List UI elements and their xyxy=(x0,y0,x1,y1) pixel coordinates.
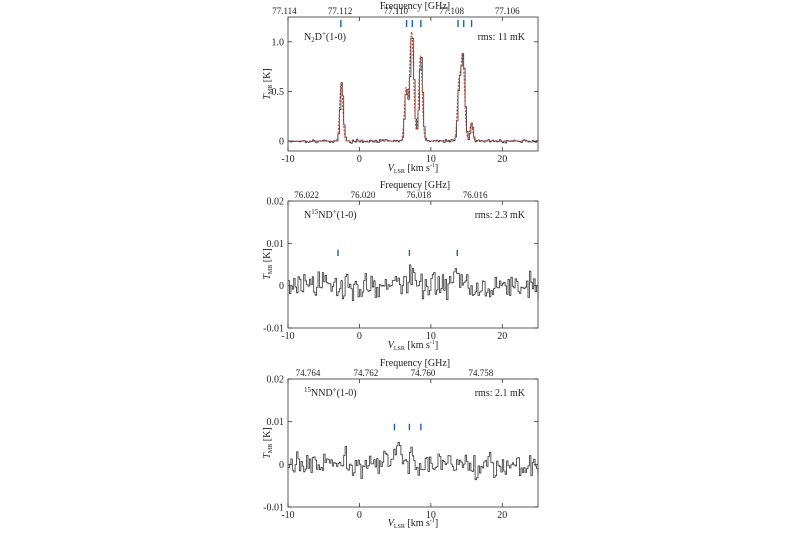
y-tick-label: 0 xyxy=(279,137,284,148)
y-tick-label: 1.0 xyxy=(272,37,285,48)
top-tick-labels: 77.114 77.112 77.110 77.108 77.106 xyxy=(272,6,520,16)
plot-content xyxy=(288,249,539,301)
x-axis-label: VLSR [km s-1] xyxy=(388,163,438,175)
spectrum-line xyxy=(288,38,539,144)
top-tick-label: 77.106 xyxy=(495,6,520,16)
plot-content xyxy=(288,423,539,481)
spectrum-line xyxy=(288,264,539,301)
rms-label: rms: 11 mK xyxy=(478,32,526,43)
top-axis-label: Frequency [GHz] xyxy=(380,1,450,12)
y-axis-label: TMB [K] xyxy=(262,248,274,279)
panel-n15nd-plus: Frequency [GHz] 76.022 76.020 76.018 76.016… xyxy=(262,180,539,352)
top-tick-label: 77.114 xyxy=(272,6,297,16)
x-tick-label: 0 xyxy=(357,510,362,521)
y-tick-label: -0.01 xyxy=(263,324,284,335)
y-tick-label: 0.5 xyxy=(272,87,285,98)
y-tick-label: 0.02 xyxy=(267,197,285,208)
plot-content xyxy=(288,20,539,144)
x-axis-label: VLSR [km s-1] xyxy=(388,340,438,352)
y-tick-label: -0.01 xyxy=(263,503,284,514)
axis-ticks: -10 0 10 20 -0.01 0 0.01 0.02 xyxy=(263,375,538,521)
top-axis-label: Frequency [GHz] xyxy=(380,358,450,369)
top-tick-label: 76.018 xyxy=(406,190,431,200)
x-tick-label: 10 xyxy=(426,510,436,521)
plot-frame xyxy=(287,16,539,152)
top-tick-label: 74.762 xyxy=(353,368,378,378)
plot-frame xyxy=(287,200,539,329)
y-tick-label: 0.01 xyxy=(267,417,285,428)
y-axis-label: TMB [K] xyxy=(262,68,274,99)
species-label: 15NND+(1-0) xyxy=(304,386,357,399)
fit-line xyxy=(288,31,538,142)
top-tick-label: 77.110 xyxy=(384,6,409,16)
x-tick-label: 20 xyxy=(497,331,507,342)
x-axis-label: VLSR [km s-1] xyxy=(388,518,438,530)
top-tick-label: 76.022 xyxy=(294,190,319,200)
x-tick-label: -10 xyxy=(281,510,294,521)
x-tick-label: 0 xyxy=(357,331,362,342)
top-tick-labels: 76.022 76.020 76.018 76.016 xyxy=(294,190,488,200)
x-tick-label: -10 xyxy=(281,331,294,342)
species-label: N15ND+(1-0) xyxy=(304,208,357,221)
x-tick-label: 10 xyxy=(426,331,436,342)
species-label: N2D+(1-0) xyxy=(304,30,346,44)
x-tick-label: 20 xyxy=(497,154,507,165)
x-tick-label: -10 xyxy=(281,154,294,165)
panel-n2d-plus: Frequency [GHz] 77.114 77.112 77.110 77.108… xyxy=(262,1,539,175)
top-tick-label: 76.020 xyxy=(351,190,376,200)
top-tick-label: 76.016 xyxy=(463,190,488,200)
top-tick-label: 77.112 xyxy=(328,6,352,16)
top-tick-label: 74.764 xyxy=(296,368,321,378)
rms-label: rms: 2.3 mK xyxy=(475,210,526,221)
y-tick-label: 0 xyxy=(279,460,284,471)
panel-15nnd-plus: Frequency [GHz] 74.764 74.762 74.760 74.758… xyxy=(262,358,539,530)
plot-frame xyxy=(287,378,539,508)
rms-label: rms: 2.1 mK xyxy=(475,388,526,399)
y-tick-label: 0 xyxy=(279,281,284,292)
top-tick-label: 77.108 xyxy=(439,6,464,16)
top-tick-label: 74.758 xyxy=(468,368,493,378)
y-tick-label: 0.01 xyxy=(267,239,285,250)
top-axis-label: Frequency [GHz] xyxy=(380,180,450,191)
axis-ticks: -10 0 10 20 0 0.5 1.0 xyxy=(272,17,538,165)
y-axis-label: TMB [K] xyxy=(262,427,274,458)
x-tick-label: 20 xyxy=(497,510,507,521)
spectrum-line xyxy=(288,441,539,481)
top-tick-labels: 74.764 74.762 74.760 74.758 xyxy=(296,368,494,378)
x-tick-label: 10 xyxy=(426,154,436,165)
x-tick-label: 0 xyxy=(357,154,362,165)
axis-ticks: -10 0 10 20 -0.01 0 0.01 0.02 xyxy=(263,197,538,342)
y-tick-label: 0.02 xyxy=(267,375,285,386)
top-tick-label: 74.760 xyxy=(411,368,436,378)
